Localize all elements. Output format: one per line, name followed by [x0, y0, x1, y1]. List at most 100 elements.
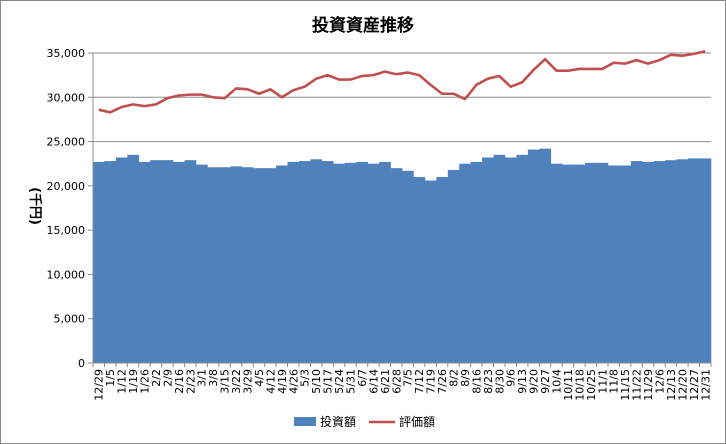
x-tick-label: 12/6 [654, 369, 667, 394]
x-tick-label: 1/5 [104, 369, 117, 387]
x-tick-label: 9/20 [528, 369, 541, 394]
bar [562, 164, 574, 363]
y-tick-label: 5,000 [54, 313, 86, 326]
bar [470, 161, 483, 363]
bar [310, 159, 323, 363]
bar [184, 160, 197, 363]
bar [493, 154, 506, 363]
bar [608, 165, 620, 363]
bar [424, 180, 437, 363]
x-tick-label: 4/12 [264, 369, 277, 394]
x-tick-label: 11/1 [596, 369, 609, 394]
axes [92, 53, 712, 367]
x-tick-label: 12/13 [665, 369, 678, 401]
bar [367, 163, 380, 363]
y-tick-label: 20,000 [47, 180, 86, 193]
x-tick-label: 12/31 [699, 369, 712, 401]
y-axis-label: (千円) [27, 187, 43, 225]
bar [93, 161, 105, 363]
bar [115, 157, 128, 363]
legend-label-investment: 投資額 [320, 414, 356, 429]
x-tick-label: 5/24 [333, 369, 346, 394]
bar [596, 162, 609, 363]
bar [585, 162, 597, 363]
x-tick-label: 8/16 [470, 369, 483, 394]
bar-series [93, 148, 712, 363]
x-tick-label: 12/27 [688, 369, 701, 401]
x-tick-label: 3/1 [196, 369, 209, 387]
x-tick-label: 11/22 [631, 369, 644, 401]
bar [150, 160, 162, 363]
x-tick-label: 1/19 [127, 369, 140, 394]
bar [161, 160, 174, 363]
x-tick-label: 2/9 [161, 369, 174, 387]
x-tick-label: 8/9 [459, 369, 472, 387]
x-tick-label: 2/23 [184, 369, 197, 394]
y-tick-label: 35,000 [47, 47, 86, 60]
x-tick-label: 5/31 [345, 369, 358, 394]
bar [333, 163, 346, 363]
x-tick-label: 5/10 [310, 369, 323, 394]
bar [207, 167, 220, 363]
x-tick-label: 11/15 [619, 369, 632, 401]
x-tick-label: 6/7 [356, 369, 369, 387]
legend-label-valuation: 評価額 [399, 414, 435, 429]
bar [459, 163, 471, 363]
bar [173, 161, 185, 363]
x-tick-label: 6/21 [379, 369, 392, 394]
bar [230, 166, 243, 363]
legend: 投資額 評価額 [294, 414, 435, 429]
x-tick-label: 6/14 [367, 369, 380, 394]
x-tick-label: 1/12 [116, 369, 129, 394]
bar [447, 169, 460, 363]
x-tick-label: 9/6 [505, 369, 518, 387]
x-tick-label: 2/2 [150, 369, 163, 387]
x-tick-label: 7/26 [436, 369, 449, 394]
x-tick-labels: 12/291/51/121/191/262/22/92/162/233/13/8… [93, 369, 713, 401]
x-tick-label: 10/18 [573, 369, 586, 401]
x-tick-label: 8/2 [448, 369, 461, 387]
line-series [98, 49, 706, 114]
bar [321, 161, 334, 363]
bar [505, 157, 517, 363]
x-tick-label: 10/11 [562, 369, 575, 401]
bar [138, 161, 151, 363]
bar [241, 167, 254, 363]
bar [653, 161, 666, 363]
x-tick-label: 3/8 [207, 369, 220, 387]
x-tick-label: 7/19 [425, 369, 438, 394]
y-tick-label: 10,000 [47, 268, 86, 281]
bar [665, 160, 677, 363]
x-tick-label: 7/5 [402, 369, 415, 387]
x-tick-label: 4/5 [253, 369, 266, 387]
x-tick-label: 9/27 [539, 369, 552, 394]
x-tick-label: 11/29 [642, 369, 655, 401]
y-tick-label: 0 [78, 357, 85, 370]
bar [356, 161, 368, 363]
bar [379, 161, 391, 363]
x-tick-label: 1/26 [139, 369, 152, 394]
bar [436, 177, 449, 363]
bar [218, 167, 231, 363]
bar [550, 163, 563, 363]
bar [253, 168, 265, 363]
x-tick-label: 8/23 [482, 369, 495, 394]
x-tick-label: 8/30 [493, 369, 506, 394]
x-tick-label: 12/20 [676, 369, 689, 401]
bar [539, 148, 552, 363]
bar [573, 164, 586, 363]
x-tick-label: 3/22 [230, 369, 243, 394]
bar [299, 161, 311, 363]
bar [619, 165, 632, 363]
x-tick-label: 7/12 [413, 369, 426, 394]
line-series-path [98, 49, 706, 114]
bar [516, 154, 529, 363]
bar [402, 170, 414, 363]
bar [196, 164, 208, 363]
bar [676, 159, 689, 363]
bar [390, 168, 403, 363]
x-tick-label: 12/29 [93, 369, 106, 401]
y-tick-label: 15,000 [47, 224, 86, 237]
